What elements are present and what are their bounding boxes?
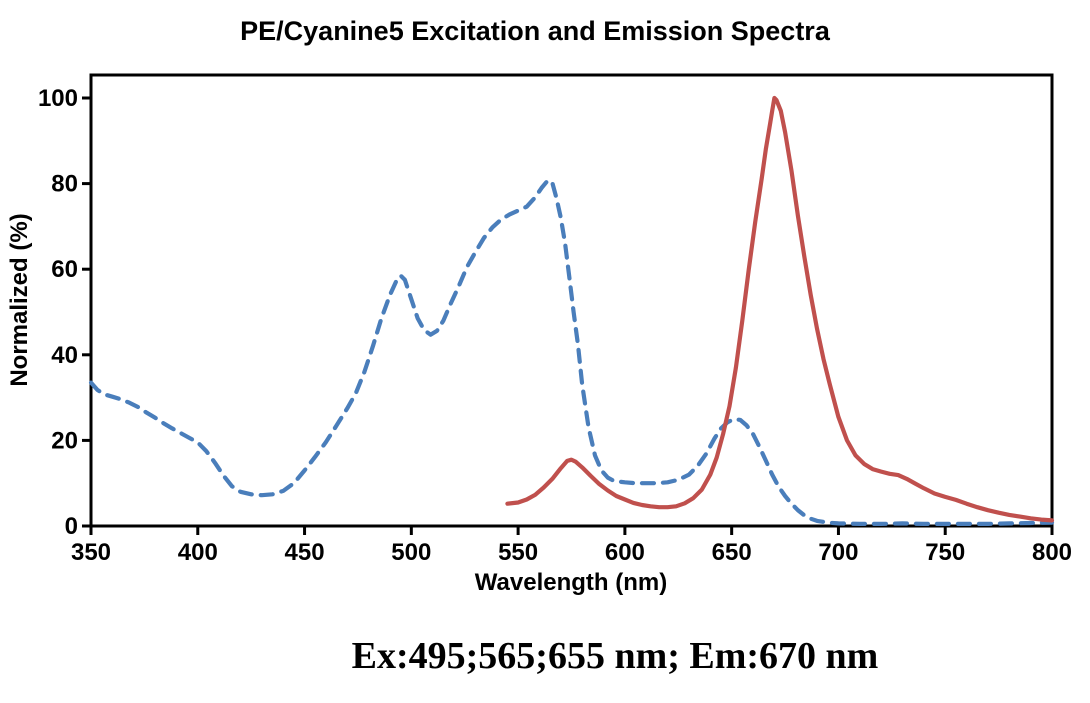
y-axis-title: Normalized (%) bbox=[6, 213, 33, 386]
x-tick-label: 700 bbox=[818, 539, 858, 566]
axis-ticks bbox=[82, 96, 1054, 535]
axis-tick-labels: 350 400 450 500 550 600 650 700 750 800 0 20 40 60 80 1… bbox=[38, 85, 1072, 566]
chart-title: PE/Cyanine5 Excitation and Emission Spec… bbox=[240, 16, 831, 46]
y-tick-label: 0 bbox=[65, 513, 78, 540]
x-tick-label: 350 bbox=[71, 539, 111, 566]
y-tick-label: 80 bbox=[51, 171, 78, 198]
x-axis-title: Wavelength (nm) bbox=[475, 569, 667, 596]
ex-em-caption: Ex:495;565;655 nm; Em:670 nm bbox=[352, 635, 879, 677]
x-tick-label: 450 bbox=[285, 539, 325, 566]
x-tick-label: 400 bbox=[178, 539, 218, 566]
excitation-curve bbox=[88, 178, 1055, 527]
x-tick-label: 750 bbox=[925, 539, 965, 566]
emission-curve bbox=[505, 95, 1055, 523]
plot-area bbox=[89, 73, 1054, 528]
spectra-curves bbox=[88, 95, 1055, 527]
y-tick-label: 60 bbox=[51, 256, 78, 283]
x-tick-label: 600 bbox=[605, 539, 645, 566]
y-tick-label: 100 bbox=[38, 85, 78, 112]
x-tick-label: 650 bbox=[712, 539, 752, 566]
x-tick-label: 550 bbox=[498, 539, 538, 566]
x-tick-label: 500 bbox=[391, 539, 431, 566]
y-tick-label: 20 bbox=[51, 427, 78, 454]
y-tick-label: 40 bbox=[51, 342, 78, 369]
x-tick-label: 800 bbox=[1032, 539, 1072, 566]
